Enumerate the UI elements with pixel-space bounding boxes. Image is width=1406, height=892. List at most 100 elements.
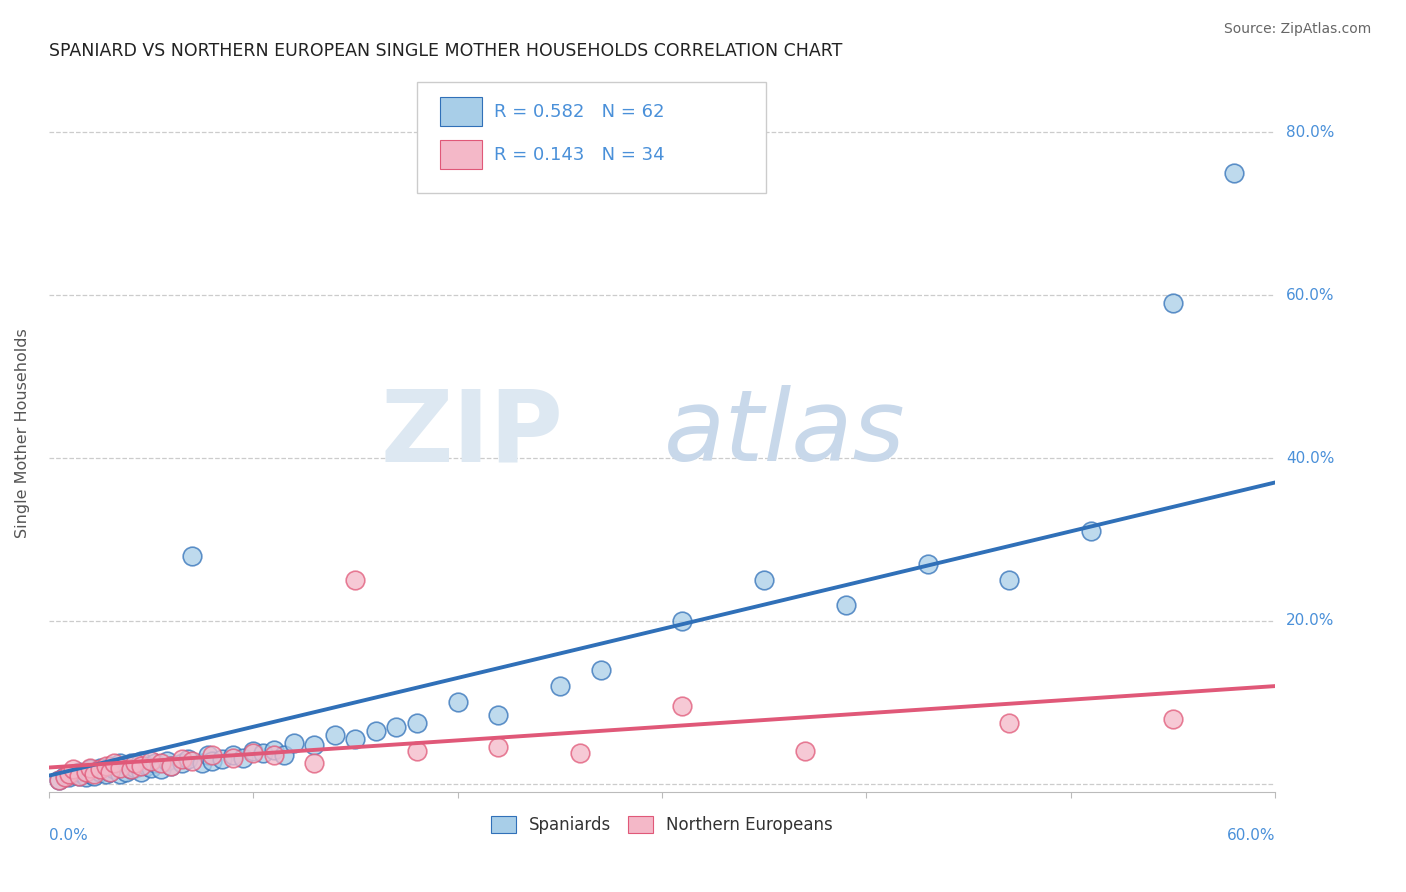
Point xyxy=(364,723,387,738)
Point xyxy=(58,770,80,784)
Point xyxy=(232,751,254,765)
Point xyxy=(569,746,592,760)
Point xyxy=(110,767,132,781)
Point xyxy=(835,598,858,612)
Point xyxy=(129,764,152,779)
Point xyxy=(75,764,97,779)
Point xyxy=(62,767,84,781)
Point xyxy=(263,748,285,763)
Text: 40.0%: 40.0% xyxy=(1286,450,1334,466)
Text: atlas: atlas xyxy=(664,385,905,482)
Text: ZIP: ZIP xyxy=(381,385,564,482)
Point xyxy=(488,707,510,722)
Point xyxy=(752,573,775,587)
Point xyxy=(67,769,90,783)
Text: 60.0%: 60.0% xyxy=(1286,287,1334,302)
Point xyxy=(160,759,183,773)
Point xyxy=(222,751,245,765)
Point xyxy=(1223,166,1246,180)
Point xyxy=(124,760,146,774)
Point xyxy=(120,756,142,771)
Point xyxy=(548,679,571,693)
Point xyxy=(242,746,264,760)
Text: SPANIARD VS NORTHERN EUROPEAN SINGLE MOTHER HOUSEHOLDS CORRELATION CHART: SPANIARD VS NORTHERN EUROPEAN SINGLE MOT… xyxy=(49,42,842,60)
Point xyxy=(110,756,132,771)
Point xyxy=(62,762,84,776)
Text: 80.0%: 80.0% xyxy=(1286,125,1334,140)
FancyBboxPatch shape xyxy=(440,97,482,126)
Point xyxy=(79,760,101,774)
Point xyxy=(201,754,224,768)
Point xyxy=(143,756,166,771)
Point xyxy=(222,748,245,763)
Point xyxy=(344,732,367,747)
Point xyxy=(160,759,183,773)
Y-axis label: Single Mother Households: Single Mother Households xyxy=(15,329,30,539)
Point xyxy=(124,756,146,771)
Point xyxy=(83,769,105,783)
Point xyxy=(94,759,117,773)
Point xyxy=(263,742,285,756)
Point xyxy=(98,764,121,779)
Point xyxy=(304,738,326,752)
Point xyxy=(129,759,152,773)
Point xyxy=(120,762,142,776)
Point xyxy=(201,748,224,763)
Point xyxy=(89,764,111,779)
Point xyxy=(180,549,202,563)
Point xyxy=(139,760,162,774)
Point xyxy=(94,767,117,781)
Point xyxy=(211,752,233,766)
Legend: Spaniards, Northern Europeans: Spaniards, Northern Europeans xyxy=(484,809,839,841)
Point xyxy=(150,762,173,776)
Point xyxy=(48,772,70,787)
Point xyxy=(53,770,76,784)
Point xyxy=(53,769,76,783)
Point xyxy=(120,762,142,776)
Text: R = 0.143   N = 34: R = 0.143 N = 34 xyxy=(494,145,665,164)
Point xyxy=(58,767,80,781)
Point xyxy=(98,759,121,773)
Point xyxy=(67,764,90,779)
Text: 60.0%: 60.0% xyxy=(1226,828,1275,843)
Point xyxy=(110,760,132,774)
Point xyxy=(83,767,105,781)
Text: 20.0%: 20.0% xyxy=(1286,614,1334,629)
Point xyxy=(405,744,427,758)
Point xyxy=(589,663,612,677)
Point xyxy=(252,746,274,760)
Point xyxy=(344,573,367,587)
Point xyxy=(79,767,101,781)
Point xyxy=(89,760,111,774)
Point xyxy=(156,754,179,768)
Point xyxy=(170,756,193,771)
Point xyxy=(998,715,1021,730)
Point xyxy=(283,736,305,750)
Point xyxy=(385,720,408,734)
Point xyxy=(98,764,121,779)
Point xyxy=(191,756,214,771)
Point xyxy=(242,744,264,758)
FancyBboxPatch shape xyxy=(440,140,482,169)
Point xyxy=(139,754,162,768)
Point xyxy=(304,756,326,771)
Point xyxy=(129,754,152,768)
Text: Source: ZipAtlas.com: Source: ZipAtlas.com xyxy=(1223,22,1371,37)
Point xyxy=(917,557,939,571)
Point xyxy=(446,695,468,709)
Point xyxy=(1161,712,1184,726)
Point xyxy=(323,728,346,742)
Point xyxy=(1080,524,1102,539)
Point xyxy=(115,764,138,779)
Point xyxy=(273,748,295,763)
Point xyxy=(150,756,173,771)
Text: 0.0%: 0.0% xyxy=(49,828,87,843)
Point xyxy=(48,772,70,787)
Point xyxy=(197,748,219,763)
Point xyxy=(67,769,90,783)
FancyBboxPatch shape xyxy=(416,82,766,194)
Point xyxy=(79,762,101,776)
Text: R = 0.582   N = 62: R = 0.582 N = 62 xyxy=(494,103,665,120)
Point xyxy=(177,752,200,766)
Point xyxy=(103,762,125,776)
